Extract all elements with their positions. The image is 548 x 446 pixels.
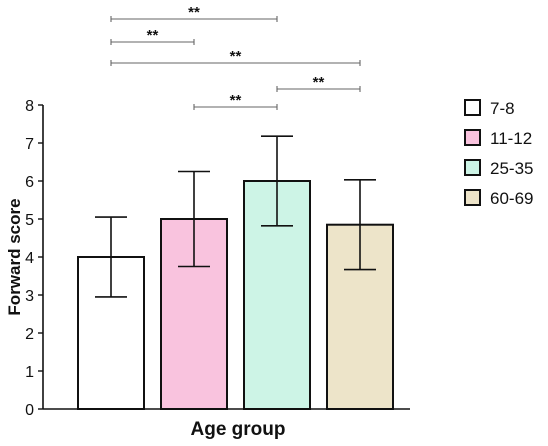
y-tick-label: 7 [25,136,34,153]
y-axis-title: Forward score [5,198,24,315]
error-bars [95,135,376,298]
significance-label: ** [147,27,159,44]
significance-label: ** [230,48,242,65]
y-tick-label: 5 [25,212,34,229]
legend-swatch [464,189,481,206]
y-tick-label: 4 [25,250,34,267]
y-tick-label: 2 [25,326,34,343]
significance-label: ** [230,92,242,109]
legend-label: 11-12 [490,129,532,148]
bars [77,180,394,410]
legend-label: 7-8 [490,99,515,118]
significance-label: ** [188,4,200,21]
y-tick-label: 3 [25,288,34,305]
legend-label: 60-69 [490,189,533,208]
significance-label: ** [313,74,325,91]
y-tick-label: 0 [25,402,34,419]
legend-swatch [464,99,481,116]
y-tick-label: 1 [25,364,34,381]
y-axis-ticks: 0 1 2 3 4 5 6 7 8 [25,98,43,419]
legend-swatch [464,129,481,146]
significance-brackets: ** ** ** ** ** [110,4,361,110]
legend: 7-8 11-12 25-35 60-69 [464,99,533,208]
legend-label: 25-35 [490,159,533,178]
x-axis-title: Age group [191,419,286,440]
legend-swatch [464,159,481,176]
y-tick-label: 8 [25,98,34,115]
y-tick-label: 6 [25,174,34,191]
